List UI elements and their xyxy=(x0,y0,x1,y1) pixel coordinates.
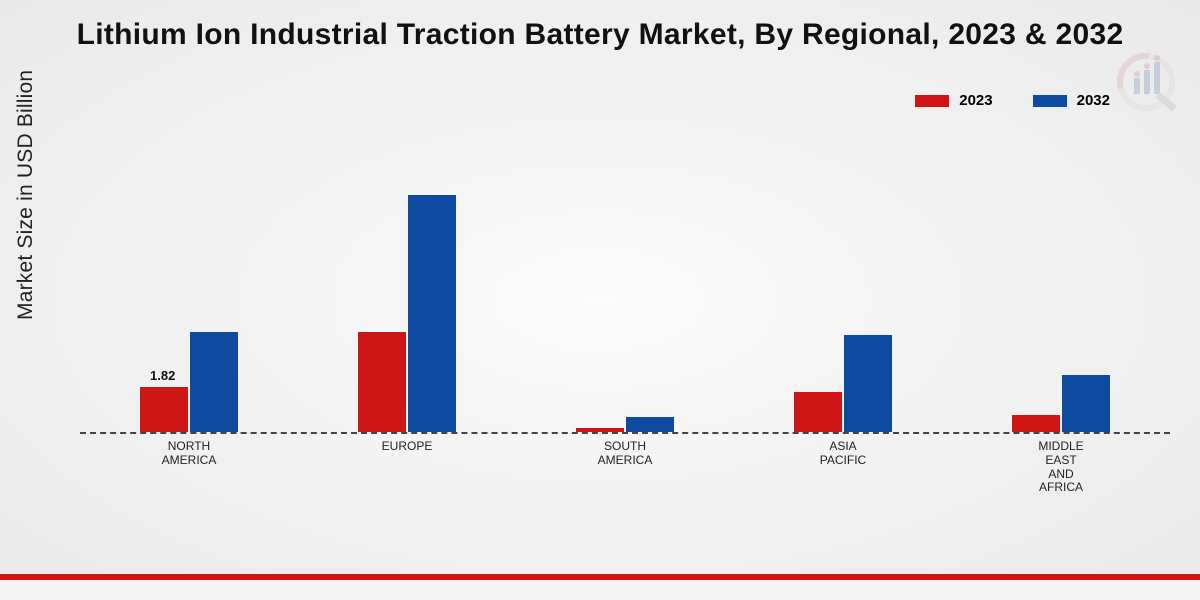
bar-group xyxy=(734,132,952,432)
category-label: MIDDLEEASTANDAFRICA xyxy=(952,434,1170,490)
category-label: EUROPE xyxy=(298,434,516,490)
legend-swatch-2032 xyxy=(1033,95,1067,107)
chart-title: Lithium Ion Industrial Traction Battery … xyxy=(0,18,1200,52)
y-axis-label: Market Size in USD Billion xyxy=(14,70,38,320)
bar xyxy=(1012,415,1060,433)
bar xyxy=(358,332,406,432)
bar xyxy=(576,428,624,432)
bar xyxy=(190,332,238,432)
plot-area: 1.82 NORTHAMERICAEUROPESOUTHAMERICAASIAP… xyxy=(80,130,1170,490)
watermark-logo xyxy=(1106,52,1176,117)
bar-group xyxy=(298,132,516,432)
chart-frame: Lithium Ion Industrial Traction Battery … xyxy=(0,0,1200,600)
bar xyxy=(844,335,892,433)
footer xyxy=(0,574,1200,600)
category-label: ASIAPACIFIC xyxy=(734,434,952,490)
legend: 2023 2032 xyxy=(915,92,1110,109)
category-label: SOUTHAMERICA xyxy=(516,434,734,490)
bar xyxy=(1062,375,1110,433)
legend-swatch-2023 xyxy=(915,95,949,107)
legend-label-2032: 2032 xyxy=(1077,92,1110,109)
bar-group: 1.82 xyxy=(80,132,298,432)
footer-bg xyxy=(0,580,1200,600)
bar-group xyxy=(952,132,1170,432)
legend-item-2032: 2032 xyxy=(1033,92,1110,109)
bar xyxy=(794,392,842,432)
legend-item-2023: 2023 xyxy=(915,92,992,109)
bars-container: 1.82 xyxy=(80,132,1170,432)
bar xyxy=(626,417,674,432)
value-label: 1.82 xyxy=(150,368,175,383)
bar xyxy=(408,195,456,433)
legend-label-2023: 2023 xyxy=(959,92,992,109)
bar-group xyxy=(516,132,734,432)
category-label: NORTHAMERICA xyxy=(80,434,298,490)
category-labels: NORTHAMERICAEUROPESOUTHAMERICAASIAPACIFI… xyxy=(80,434,1170,490)
bar xyxy=(140,387,188,433)
